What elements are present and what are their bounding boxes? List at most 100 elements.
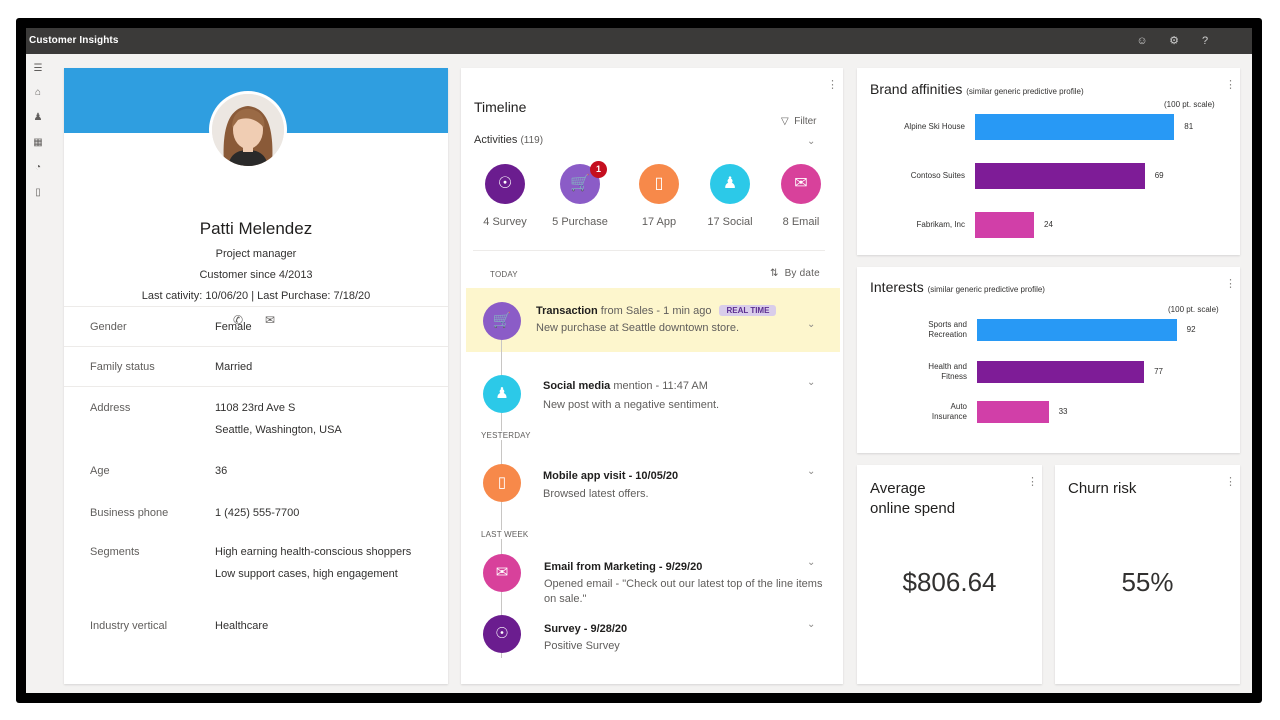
event-description: New post with a negative sentiment. <box>543 399 720 411</box>
family-status-label: Family status <box>90 361 155 373</box>
kpi-title: Average online spend <box>870 479 955 519</box>
bar[interactable] <box>977 319 1177 341</box>
activities-header[interactable]: Activities (119) <box>474 134 543 146</box>
value-label: 33 <box>1058 407 1068 416</box>
event-title-main: Mobile app visit - 10/05/20 <box>543 470 679 482</box>
segments-icon[interactable]: ▦ <box>33 137 43 148</box>
more-icon[interactable]: ⋮ <box>1225 278 1236 290</box>
last-activity: Last cativity: 10/06/20 | Last Purchase:… <box>141 290 371 302</box>
divider <box>64 346 448 347</box>
scale-label: (100 pt. scale) <box>1168 305 1219 314</box>
profile-name: Patti Melendez <box>199 219 313 238</box>
chevron-down-icon[interactable]: ⌄ <box>807 377 816 388</box>
chart-subtitle: (similar generic predictive profile) <box>966 87 1084 96</box>
value-label: 92 <box>1186 325 1196 334</box>
survey-category-icon[interactable]: ☉ <box>485 164 525 204</box>
address-line1: 1108 23rd Ave S <box>215 402 296 414</box>
age-value: 36 <box>215 465 228 477</box>
brand-affinities-card: ⋮ Brand affinities (similar generic pred… <box>857 68 1240 255</box>
event-source: from Sales - 1 min ago <box>597 305 712 317</box>
category-label: Fabrikam, Inc <box>916 220 965 229</box>
category-label: Auto Insurance <box>931 402 967 421</box>
event-title-main: Social media <box>543 380 611 392</box>
top-bar: Customer Insights ☺ ⚙ ? <box>26 28 1252 54</box>
event-source: mention - 11:47 AM <box>610 380 708 392</box>
timeline-card: ⋮ Timeline ▽ Filter Activities (119) ⌄ ☉… <box>461 68 843 684</box>
industry-label: Industry vertical <box>90 620 168 632</box>
highlighted-event[interactable] <box>466 288 840 352</box>
contacts-icon[interactable]: ♟ <box>33 112 43 123</box>
segments-label: Segments <box>90 546 140 558</box>
category-label: Sports and Recreation <box>928 320 967 339</box>
business-phone-value: 1 (425) 555-7700 <box>215 507 300 519</box>
bar[interactable] <box>975 163 1145 189</box>
chart-title-text: Interests <box>870 279 924 295</box>
average-spend-value: $806.64 <box>902 567 997 597</box>
chevron-down-icon[interactable]: ⌄ <box>807 619 816 630</box>
event-description: Browsed latest offers. <box>543 488 649 500</box>
more-icon[interactable]: ⋮ <box>1225 476 1236 488</box>
mail-icon: ✉ <box>483 554 521 592</box>
address-label: Address <box>90 402 131 414</box>
smiley-icon[interactable]: ☺ <box>1136 35 1148 47</box>
event-description: New purchase at Seattle downtown store. <box>536 322 740 334</box>
social-category-icon[interactable]: ♟ <box>710 164 750 204</box>
today-label: TODAY <box>490 270 518 279</box>
business-phone-label: Business phone <box>90 507 169 519</box>
phone-icon: ▯ <box>483 464 521 502</box>
help-icon[interactable]: ? <box>1201 35 1209 47</box>
profile-role: Project manager <box>215 248 297 260</box>
chevron-down-icon[interactable]: ⌄ <box>807 136 816 147</box>
profile-card: Patti Melendez Project manager Customer … <box>64 68 448 684</box>
chart-title-text: Brand affinities <box>870 81 963 97</box>
phone-icon[interactable]: ✆ <box>233 313 244 327</box>
bar[interactable] <box>975 114 1175 140</box>
globe-icon: ☉ <box>483 615 521 653</box>
email-category-label: 8 Email <box>782 216 820 228</box>
insights-icon[interactable]: ◔ <box>34 162 42 173</box>
chevron-down-icon[interactable]: ⌄ <box>807 466 816 477</box>
app-category-icon[interactable]: ▯ <box>639 164 679 204</box>
mail-icon[interactable]: ✉ <box>265 313 276 327</box>
more-icon[interactable]: ⋮ <box>1027 476 1038 488</box>
event-title: Social media mention - 11:47 AM <box>543 380 708 392</box>
bar[interactable] <box>975 212 1035 238</box>
event-description: Opened email - "Check out our latest top… <box>544 578 823 605</box>
value-label: 77 <box>1154 367 1163 376</box>
people-icon: ♟ <box>483 375 521 413</box>
gender-value: Female <box>215 321 252 333</box>
event-description: Positive Survey <box>544 640 620 652</box>
filter-label: Filter <box>794 116 817 127</box>
churn-risk-value: 55% <box>1121 567 1174 597</box>
age-label: Age <box>90 465 110 477</box>
value-label: 81 <box>1184 122 1194 131</box>
chevron-down-icon[interactable]: ⌄ <box>807 557 816 568</box>
settings-icon[interactable]: ⚙ <box>1169 35 1179 47</box>
divider <box>473 250 825 251</box>
sort-label: By date <box>784 268 820 279</box>
menu-icon[interactable]: ☰ <box>33 63 43 74</box>
event-title: Transaction from Sales - 1 min ago REAL T… <box>536 305 777 317</box>
bar[interactable] <box>977 361 1145 383</box>
bar[interactable] <box>977 401 1049 423</box>
chart-title: Brand affinities (similar generic predic… <box>870 81 1084 97</box>
app-category-label: 17 App <box>641 216 677 228</box>
filter-button[interactable]: ▽ Filter <box>781 116 817 127</box>
more-icon[interactable]: ⋮ <box>1225 79 1236 91</box>
more-icon[interactable]: ⋮ <box>827 79 838 91</box>
email-category-icon[interactable]: ✉ <box>781 164 821 204</box>
reports-icon[interactable]: ▯ <box>35 187 41 198</box>
filter-icon: ▽ <box>781 116 789 127</box>
industry-value: Healthcare <box>215 620 269 632</box>
home-icon[interactable]: ⌂ <box>34 87 42 98</box>
avatar <box>209 91 287 169</box>
real-time-badge: REAL TIME <box>719 305 777 316</box>
timeline-title: Timeline <box>474 99 527 115</box>
event-title-main: Transaction <box>536 305 598 317</box>
chevron-down-icon[interactable]: ⌄ <box>807 319 816 330</box>
sort-button[interactable]: ⇅ By date <box>770 268 820 279</box>
family-status-value: Married <box>215 361 253 373</box>
survey-category-label: 4 Survey <box>483 216 527 228</box>
app-title: Customer Insights <box>29 35 119 46</box>
value-label: 24 <box>1044 220 1053 229</box>
